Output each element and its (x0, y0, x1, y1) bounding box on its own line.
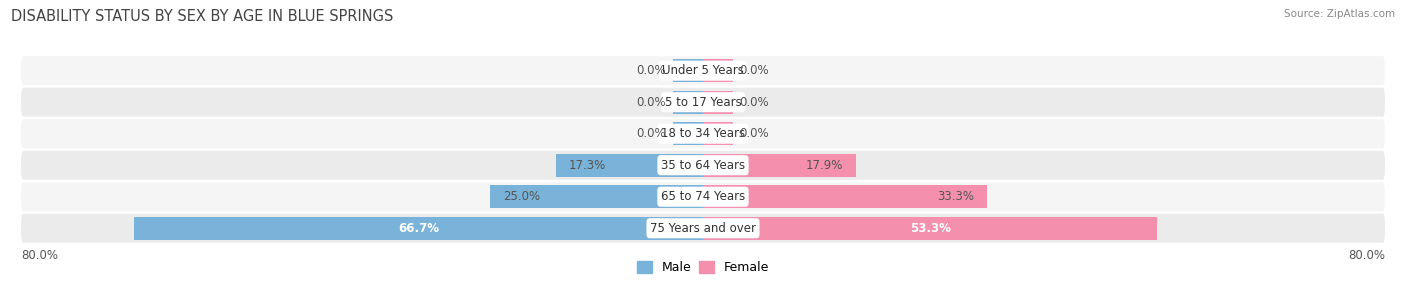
Text: Under 5 Years: Under 5 Years (662, 64, 744, 77)
Bar (703, 217, 1157, 240)
Bar (489, 185, 703, 208)
FancyBboxPatch shape (21, 56, 1385, 85)
Bar (135, 217, 703, 240)
Bar (673, 59, 703, 82)
Text: 80.0%: 80.0% (21, 249, 58, 262)
Bar (555, 154, 703, 177)
Bar (673, 91, 703, 113)
Bar (673, 122, 703, 145)
Text: 66.7%: 66.7% (398, 222, 439, 235)
Text: 75 Years and over: 75 Years and over (650, 222, 756, 235)
Text: 0.0%: 0.0% (637, 127, 666, 140)
FancyBboxPatch shape (21, 119, 1385, 148)
FancyBboxPatch shape (21, 214, 1385, 243)
FancyBboxPatch shape (21, 88, 1385, 117)
Text: 5 to 17 Years: 5 to 17 Years (665, 96, 741, 109)
Text: Source: ZipAtlas.com: Source: ZipAtlas.com (1284, 9, 1395, 19)
FancyBboxPatch shape (21, 151, 1385, 180)
Text: 17.3%: 17.3% (568, 159, 606, 172)
Text: 65 to 74 Years: 65 to 74 Years (661, 190, 745, 203)
FancyBboxPatch shape (21, 182, 1385, 211)
Text: 0.0%: 0.0% (740, 64, 769, 77)
Text: 35 to 64 Years: 35 to 64 Years (661, 159, 745, 172)
Text: 0.0%: 0.0% (740, 96, 769, 109)
Text: 0.0%: 0.0% (637, 64, 666, 77)
Text: 0.0%: 0.0% (637, 96, 666, 109)
Text: 0.0%: 0.0% (740, 127, 769, 140)
Bar (703, 59, 733, 82)
Bar (703, 185, 987, 208)
Text: 53.3%: 53.3% (910, 222, 950, 235)
Bar (703, 154, 856, 177)
Legend: Male, Female: Male, Female (631, 256, 775, 279)
Text: 80.0%: 80.0% (1348, 249, 1385, 262)
Bar (703, 122, 733, 145)
Text: 25.0%: 25.0% (503, 190, 540, 203)
Bar (703, 91, 733, 113)
Text: 18 to 34 Years: 18 to 34 Years (661, 127, 745, 140)
Text: 17.9%: 17.9% (806, 159, 842, 172)
Text: DISABILITY STATUS BY SEX BY AGE IN BLUE SPRINGS: DISABILITY STATUS BY SEX BY AGE IN BLUE … (11, 9, 394, 24)
Text: 33.3%: 33.3% (936, 190, 974, 203)
